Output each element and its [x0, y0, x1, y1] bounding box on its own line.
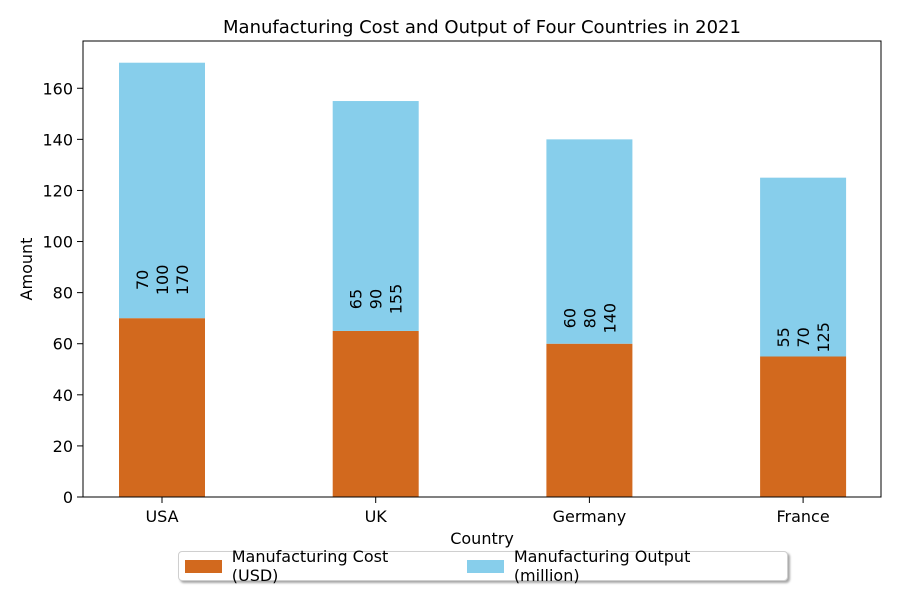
- bar-output-uk: [332, 101, 419, 331]
- legend: Manufacturing Cost (USD) Manufacturing O…: [178, 547, 788, 585]
- y-tick-label: 0: [63, 488, 73, 507]
- x-tick-label: UK: [365, 507, 388, 526]
- y-tick-label: 140: [42, 130, 73, 149]
- bar-value-label: 170: [173, 265, 192, 296]
- bar-output-usa: [119, 62, 205, 319]
- bar-value-label: 70: [133, 270, 152, 290]
- y-axis-ticks: 0 20 40 60 80 100 120 140 160: [42, 79, 83, 507]
- x-axis-label: Country: [450, 529, 514, 548]
- y-tick-label: 120: [42, 181, 73, 200]
- bar-value-label: 155: [387, 284, 406, 315]
- x-tick-label: USA: [145, 507, 178, 526]
- legend-label-output: Manufacturing Output (million): [513, 547, 691, 585]
- legend-item-output: Manufacturing Output (million): [467, 547, 753, 585]
- y-tick-label: 80: [53, 284, 73, 303]
- chart-title: Manufacturing Cost and Output of Four Co…: [223, 17, 741, 38]
- bar-value-label: 140: [600, 303, 619, 334]
- bar-cost-usa: [119, 318, 205, 497]
- x-axis-ticks: USA UK Germany France: [145, 497, 830, 526]
- bar-output-germany: [546, 139, 633, 344]
- legend-item-cost: Manufacturing Cost (USD): [185, 547, 433, 585]
- legend-swatch-output: [467, 559, 504, 573]
- bar-cost-germany: [546, 343, 633, 497]
- bar-value-label: 90: [367, 289, 386, 309]
- bar-value-label: 65: [347, 289, 366, 309]
- y-tick-label: 60: [53, 335, 73, 354]
- y-tick-label: 40: [53, 386, 73, 405]
- bar-value-label: 80: [580, 308, 599, 328]
- bar-output-france: [760, 177, 847, 357]
- x-tick-label: France: [776, 507, 829, 526]
- bar-value-label: 70: [794, 327, 813, 347]
- bar-cost-uk: [332, 330, 419, 497]
- y-tick-label: 20: [53, 437, 73, 456]
- plot-frame: [82, 40, 882, 498]
- x-tick-label: Germany: [553, 507, 627, 526]
- y-tick-label: 160: [42, 79, 73, 98]
- bars: [119, 62, 847, 497]
- bar-value-label: 100: [153, 265, 172, 296]
- bar-value-label: 125: [814, 322, 833, 353]
- legend-label-cost: Manufacturing Cost (USD): [231, 547, 389, 585]
- legend-swatch-cost: [185, 559, 222, 573]
- bar-value-label: 60: [560, 308, 579, 328]
- bar-value-label: 55: [774, 327, 793, 347]
- bar-cost-france: [760, 356, 847, 497]
- y-tick-label: 100: [42, 233, 73, 252]
- y-axis-label: Amount: [17, 238, 36, 301]
